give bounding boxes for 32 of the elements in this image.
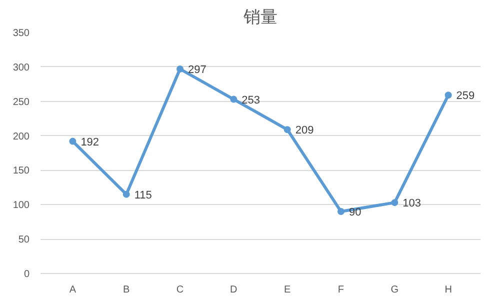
data-label: 259 [456, 90, 475, 102]
data-label: 253 [242, 94, 260, 106]
y-tick-label: 300 [12, 62, 30, 74]
chart-title: 销量 [242, 8, 278, 28]
point [444, 92, 452, 99]
x-tick-label: A [69, 284, 76, 296]
data-label: 209 [295, 124, 314, 137]
data-label: 115 [134, 189, 152, 202]
y-tick-label: 100 [12, 200, 30, 212]
x-tick-label: F [338, 284, 344, 296]
x-tick-label: G [390, 284, 399, 296]
data-label: 103 [402, 198, 422, 210]
point [337, 208, 344, 216]
point [176, 66, 184, 72]
x-tick-label: B [123, 284, 130, 296]
y-tick-label: 200 [12, 131, 30, 142]
point [230, 96, 238, 103]
y-tick-label: 0 [24, 269, 30, 280]
point [122, 190, 130, 198]
data-label: 192 [80, 136, 100, 148]
y-tick-label: 150 [12, 166, 30, 177]
y-tick-label: 250 [12, 96, 30, 108]
x-tick-label: C [176, 284, 184, 296]
y-tick-label: 350 [12, 28, 30, 39]
x-tick-label: E [284, 284, 291, 296]
point [284, 126, 291, 134]
point [391, 199, 398, 206]
x-tick-label: D [230, 284, 238, 296]
x-tick-label: H [444, 284, 452, 296]
point [69, 138, 76, 145]
y-tick-label: 50 [18, 234, 30, 246]
data-label: 297 [188, 64, 206, 76]
